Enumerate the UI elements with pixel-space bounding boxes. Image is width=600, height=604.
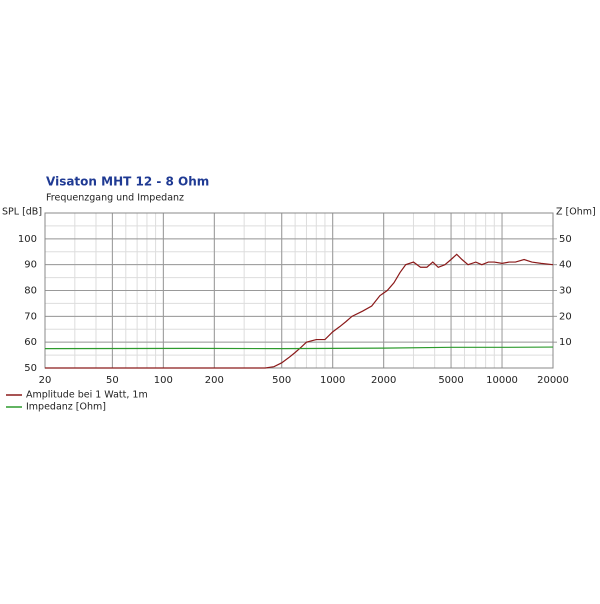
y-tick-label: 50: [24, 363, 37, 374]
chart-subtitle: Frequenzgang und Impedanz: [46, 193, 184, 204]
x-tick-label: 2000: [371, 375, 396, 386]
legend-label: Impedanz [Ohm]: [26, 402, 106, 413]
series-line: [45, 253, 554, 369]
x-tick-label: 10000: [486, 375, 518, 386]
y2-axis-label: Z [Ohm]: [556, 207, 596, 218]
y-tick-label: 100: [18, 234, 37, 245]
y2-tick-label: 10: [559, 337, 572, 348]
x-tick-label: 1000: [320, 375, 345, 386]
y-tick-label: 90: [24, 260, 37, 271]
x-tick-label: 50: [106, 375, 119, 386]
plot-frame: [44, 212, 554, 369]
y2-tick-label: 40: [559, 260, 572, 271]
y-axis-label: SPL [dB]: [2, 207, 42, 218]
y-tick-label: 70: [24, 311, 37, 322]
x-tick-label: 20000: [537, 375, 569, 386]
y2-tick-label: 30: [559, 286, 572, 297]
legend-label: Amplitude bei 1 Watt, 1m: [26, 390, 148, 401]
x-tick-label: 20: [39, 375, 52, 386]
y-tick-label: 60: [24, 337, 37, 348]
x-tick-label: 100: [154, 375, 173, 386]
series-line: [44, 346, 554, 350]
y2-tick-label: 50: [559, 234, 572, 245]
y-tick-label: 80: [24, 286, 37, 297]
x-tick-label: 5000: [438, 375, 463, 386]
x-tick-label: 200: [205, 375, 224, 386]
y2-tick-label: 20: [559, 311, 572, 322]
chart-title: Visaton MHT 12 - 8 Ohm: [46, 175, 209, 189]
x-tick-label: 500: [272, 375, 291, 386]
